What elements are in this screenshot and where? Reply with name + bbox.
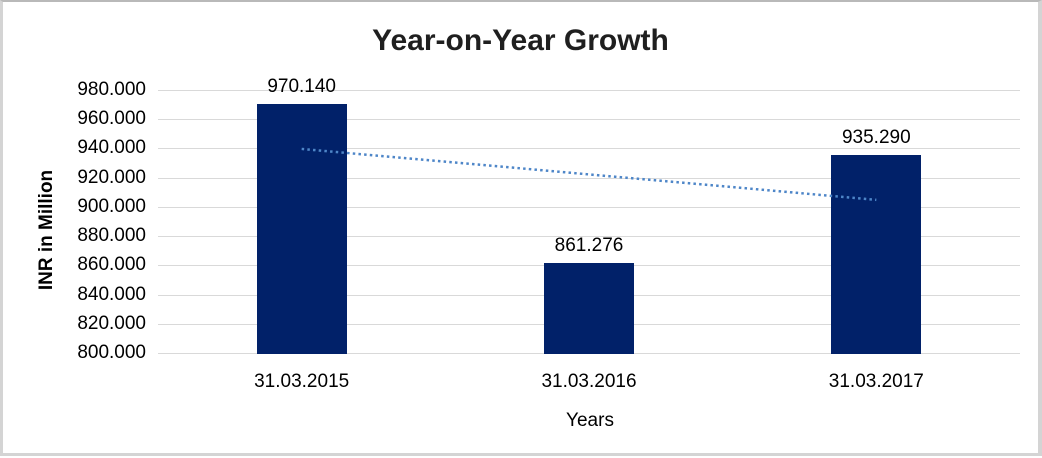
- x-axis-title: Years: [566, 410, 614, 431]
- y-tick-label: 960.000: [77, 108, 146, 130]
- gridline: [158, 90, 1020, 91]
- x-tick-label: 31.03.2015: [254, 371, 350, 392]
- y-tick-label: 800.000: [77, 342, 146, 363]
- gridline: [158, 206, 1020, 208]
- y-tick-label: 980.000: [77, 79, 146, 100]
- y-tick-label: 900.000: [77, 195, 146, 217]
- bar-value-label: 861.276: [554, 235, 624, 257]
- bar-31.03.2017: [831, 155, 922, 355]
- y-axis-title: INR in Million: [36, 169, 57, 291]
- year-on-year-growth-chart: Year-on-Year Growth INR in Million 980.0…: [3, 2, 1038, 453]
- y-tick-label: 860.000: [77, 254, 146, 276]
- y-tick-label: 840.000: [77, 283, 146, 305]
- y-tick-label: 880.000: [77, 225, 146, 247]
- gridline: [158, 236, 1020, 238]
- y-tick-label: 940.000: [77, 137, 146, 159]
- y-tick-label: 820.000: [77, 312, 146, 334]
- x-tick-label: 31.03.2016: [541, 371, 637, 392]
- bar-31.03.2016: [544, 263, 634, 355]
- chart-title: Year-on-Year Growth: [372, 24, 669, 57]
- y-tick-label: 920.000: [77, 166, 146, 188]
- bar-value-label: 935.290: [841, 127, 911, 149]
- bar-31.03.2015: [256, 104, 347, 355]
- bar-value-label: 970.140: [267, 76, 336, 98]
- gridline: [158, 119, 1020, 121]
- x-tick-label: 31.03.2017: [828, 371, 924, 392]
